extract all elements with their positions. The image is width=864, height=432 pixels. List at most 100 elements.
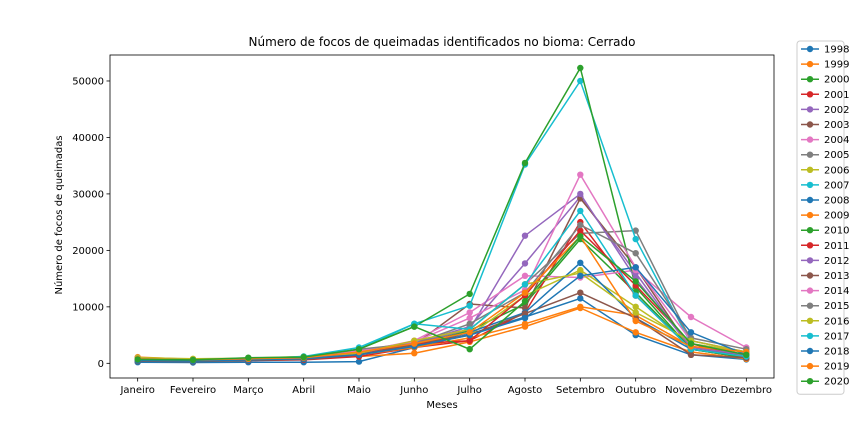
legend-marker-2011 bbox=[806, 242, 814, 249]
legend-marker-2000 bbox=[806, 76, 814, 83]
data-point bbox=[521, 304, 529, 312]
data-point bbox=[466, 346, 473, 353]
legend-marker-2009 bbox=[806, 211, 814, 219]
data-point bbox=[687, 340, 695, 347]
data-point bbox=[521, 232, 529, 239]
legend-marker-2005 bbox=[806, 151, 814, 158]
series-2010 bbox=[134, 64, 750, 364]
y-tick-label: 20000 bbox=[72, 246, 104, 257]
legend-label-2013: 2013 bbox=[824, 271, 849, 282]
series-line-2010 bbox=[137, 66, 747, 361]
data-point bbox=[632, 317, 639, 325]
data-point bbox=[577, 227, 584, 234]
data-point bbox=[245, 354, 252, 361]
legend-label-2008: 2008 bbox=[824, 196, 849, 207]
legend-marker-2016 bbox=[806, 317, 814, 324]
series-line-2020 bbox=[137, 235, 747, 361]
legend-marker-2003 bbox=[806, 121, 814, 128]
data-point bbox=[577, 259, 584, 266]
data-point bbox=[355, 346, 363, 353]
x-tick-label: Setembro bbox=[556, 385, 605, 396]
legend-label-2012: 2012 bbox=[824, 256, 849, 267]
series-line-2018 bbox=[137, 266, 747, 362]
legend-label-1998: 1998 bbox=[824, 45, 849, 56]
legend-label-2018: 2018 bbox=[824, 347, 849, 358]
data-point bbox=[577, 289, 584, 296]
legend-marker-2020 bbox=[806, 378, 814, 385]
data-point bbox=[466, 290, 473, 298]
legend-label-2002: 2002 bbox=[824, 105, 849, 116]
legend-label-2010: 2010 bbox=[824, 226, 849, 237]
series-line-2007 bbox=[137, 79, 747, 362]
legend-marker-2017 bbox=[806, 332, 814, 340]
legend-label-2003: 2003 bbox=[824, 120, 849, 131]
legend-marker-2012 bbox=[806, 257, 814, 264]
data-point bbox=[355, 358, 363, 365]
x-tick-label: Outubro bbox=[615, 385, 656, 396]
data-point bbox=[134, 356, 141, 363]
data-point bbox=[189, 356, 197, 364]
x-tick-label: Julho bbox=[456, 385, 482, 396]
data-point bbox=[521, 314, 529, 322]
data-point bbox=[521, 260, 529, 267]
y-tick-label: 10000 bbox=[72, 302, 104, 313]
legend-label-2014: 2014 bbox=[824, 286, 849, 297]
legend-marker-1999 bbox=[806, 60, 814, 68]
y-tick-label: 30000 bbox=[72, 189, 104, 200]
data-point bbox=[687, 351, 695, 358]
data-point bbox=[577, 272, 584, 279]
x-tick-label: Abril bbox=[292, 385, 315, 396]
y-tick-label: 0 bbox=[98, 359, 104, 370]
legend-marker-2002 bbox=[806, 106, 814, 113]
data-point bbox=[632, 309, 639, 316]
x-tick-label: Junho bbox=[399, 385, 428, 396]
legend-marker-2006 bbox=[806, 166, 814, 173]
data-point bbox=[687, 329, 695, 336]
legend-label-2000: 2000 bbox=[824, 75, 849, 86]
data-point bbox=[466, 320, 473, 327]
plot-area: Janeiro Fevereiro Março Abril Maio Junho Julho… bbox=[72, 54, 775, 396]
legend-marker-2001 bbox=[806, 91, 814, 98]
x-tick-label: Novembro bbox=[665, 385, 717, 396]
x-tick-label: Fevereiro bbox=[170, 385, 216, 396]
legend-label-1999: 1999 bbox=[824, 60, 849, 71]
data-point bbox=[466, 329, 473, 336]
data-point bbox=[521, 159, 529, 167]
data-point bbox=[743, 351, 750, 358]
y-tick-label: 40000 bbox=[72, 133, 104, 144]
legend-label-2007: 2007 bbox=[824, 180, 849, 191]
data-point bbox=[687, 313, 695, 321]
legend-label-2019: 2019 bbox=[824, 362, 849, 373]
data-point bbox=[411, 350, 418, 357]
data-point bbox=[466, 302, 473, 309]
legend-label-2005: 2005 bbox=[824, 150, 849, 161]
data-point bbox=[521, 272, 529, 279]
x-tick-label: Maio bbox=[347, 385, 371, 396]
data-point bbox=[521, 281, 529, 288]
data-point bbox=[466, 337, 473, 344]
data-point bbox=[577, 221, 584, 229]
legend-marker-2004 bbox=[806, 136, 814, 143]
legend: 1998 1999 2000 2001 2002 2003 2004 2005 2006 2007… bbox=[796, 40, 849, 395]
data-point bbox=[632, 235, 639, 243]
x-tick-label: Março bbox=[233, 385, 263, 396]
data-point bbox=[466, 309, 473, 316]
y-tick-label: 50000 bbox=[72, 76, 104, 87]
legend-marker-2008 bbox=[806, 196, 814, 204]
data-point bbox=[411, 340, 418, 347]
data-point bbox=[300, 353, 307, 361]
data-point bbox=[521, 320, 529, 327]
data-point bbox=[577, 295, 584, 302]
legend-marker-2018 bbox=[806, 347, 814, 355]
data-point bbox=[521, 310, 529, 317]
plot-frame bbox=[109, 54, 775, 379]
data-point bbox=[577, 207, 584, 215]
legend-marker-2019 bbox=[806, 362, 814, 370]
series-2020 bbox=[134, 233, 750, 364]
chart-title: Número de focos de queimadas identificad… bbox=[249, 35, 636, 49]
x-axis-label: Meses bbox=[426, 400, 457, 411]
legend-marker-2014 bbox=[806, 287, 814, 294]
y-axis-label: Número de focos de queimadas bbox=[53, 135, 65, 294]
data-point bbox=[632, 292, 639, 299]
data-point bbox=[632, 278, 639, 285]
